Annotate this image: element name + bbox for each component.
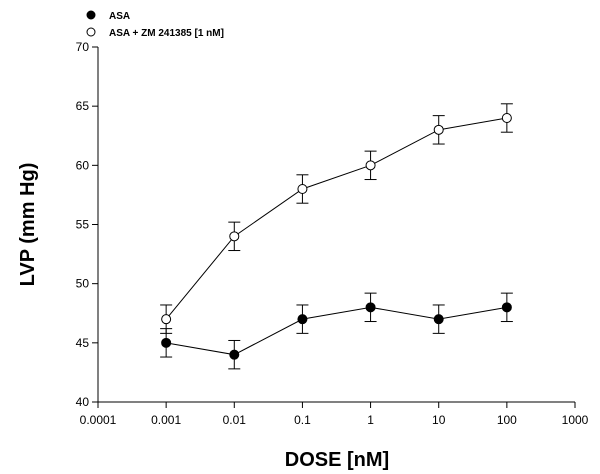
- x-tick-label: 1000: [562, 413, 589, 427]
- legend-marker-asa: [86, 10, 96, 20]
- data-point-asa-zm: [365, 160, 376, 171]
- y-tick-label: 50: [76, 277, 90, 291]
- data-point-asa-zm: [501, 113, 512, 123]
- x-tick-label: 0.1: [294, 413, 311, 427]
- x-axis-title: DOSE [nM]: [285, 449, 389, 471]
- data-point-asa: [365, 302, 376, 313]
- y-tick-label: 55: [76, 218, 90, 232]
- x-tick-label: 0.01: [223, 413, 247, 427]
- series-line-asa-zm: [165, 117, 507, 320]
- y-tick-label: 45: [76, 336, 90, 350]
- plot-area: 40 45 50 55 60 65 70 0.0001 0.001 0.01 0.1 1 10 100 10…: [76, 40, 589, 427]
- y-tick-label: 65: [76, 99, 90, 113]
- data-point-asa-zm: [229, 231, 240, 242]
- data-point-asa-zm: [161, 314, 172, 325]
- data-point-asa: [297, 314, 308, 325]
- legend: ASA ASA + ZM 241385 [1 nM]: [86, 10, 224, 39]
- y-tick-label: 40: [76, 395, 90, 409]
- y-axis-title: LVP (mm Hg): [17, 163, 39, 287]
- x-tick-label: 0.001: [151, 413, 181, 427]
- data-point-asa: [229, 349, 240, 360]
- data-point-asa: [501, 302, 512, 313]
- y-tick-label: 60: [76, 158, 90, 172]
- x-tick-label: 0.0001: [80, 413, 117, 427]
- series-line-asa: [166, 306, 507, 356]
- data-point-asa: [161, 337, 172, 348]
- data-point-asa: [433, 314, 444, 325]
- legend-label-asa: ASA: [109, 11, 130, 22]
- y-tick-label: 70: [76, 40, 90, 54]
- x-tick-label: 1: [367, 413, 374, 427]
- x-tick-label: 10: [432, 413, 446, 427]
- x-tick-label: 100: [497, 413, 517, 427]
- data-point-asa-zm: [297, 184, 308, 194]
- data-point-asa-zm: [433, 124, 444, 135]
- legend-label-asa-zm: ASA + ZM 241385 [1 nM]: [109, 28, 224, 39]
- legend-marker-asa-zm: [86, 27, 96, 37]
